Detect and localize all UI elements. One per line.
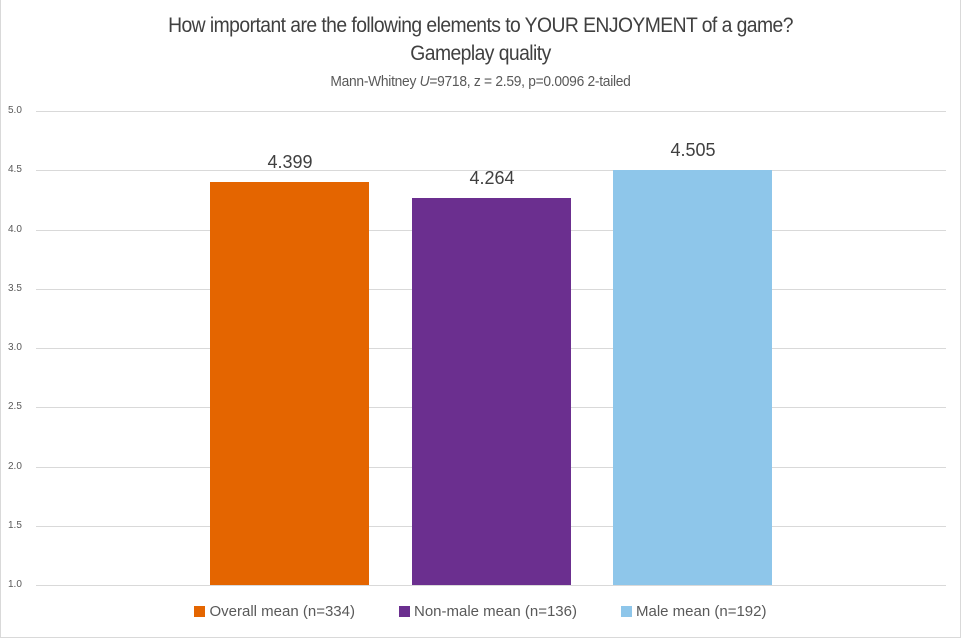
legend-label: Male mean (n=192) [636,603,767,620]
legend-swatch-icon [398,606,410,617]
legend-item-overall: Overall mean (n=334) [194,603,355,620]
annotation-prefix: Mann-Whitney [330,73,420,90]
bar-value-label: 4.505 [670,139,716,160]
y-tick-label: 1.5 [8,520,22,531]
chart-annotation: Mann-Whitney U=9718, z = 2.59, p=0.0096 … [38,73,922,90]
gridline [36,170,946,171]
gridline [36,111,946,112]
y-tick-label: 2.0 [8,461,22,472]
bar-2 [613,169,772,585]
y-tick-label: 5.0 [8,105,22,116]
bar-0 [210,182,369,585]
bar-value-label: 4.264 [469,168,515,189]
legend-swatch-icon [194,606,206,617]
y-tick-label: 2.5 [8,401,22,412]
y-tick-label: 3.5 [8,283,22,294]
legend-label: Non-male mean (n=136) [413,603,577,620]
legend-swatch-icon [621,606,632,617]
y-tick-label: 4.0 [8,224,22,235]
legend: Overall mean (n=334) Non-male mean (n=13… [0,603,961,620]
chart-title: How important are the following elements… [168,14,793,37]
chart-subtitle: Gameplay quality [410,42,551,65]
annotation-suffix: =9718, z = 2.59, p=0.0096 2-tailed [429,73,631,90]
y-tick-label: 3.0 [8,342,22,353]
annotation-u-symbol: U [419,73,430,90]
y-tick-label: 4.5 [8,164,22,175]
bar-value-label: 4.399 [267,152,313,173]
legend-item-male: Male mean (n=192) [621,603,767,620]
bar-1 [412,198,571,585]
gridline [36,585,946,586]
y-tick-label: 1.0 [8,579,22,590]
legend-item-non-male: Non-male mean (n=136) [398,603,577,620]
legend-label: Overall mean (n=334) [209,603,355,620]
